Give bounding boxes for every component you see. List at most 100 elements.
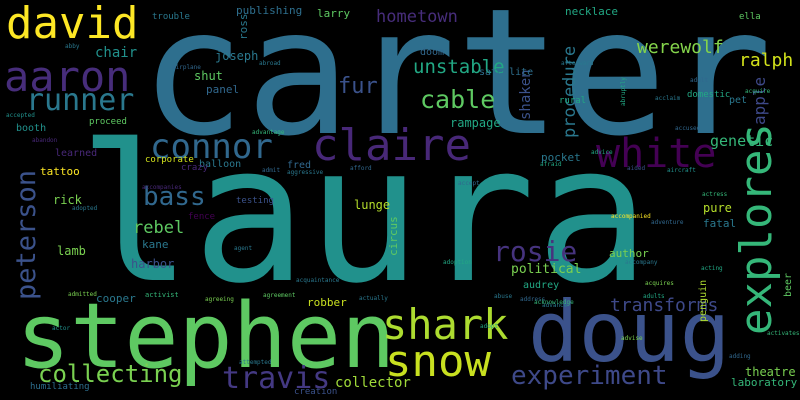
word-pet: pet — [729, 95, 748, 106]
word-advance: advance — [542, 302, 568, 309]
word-lamb: lamb — [57, 244, 86, 258]
word-adopt: adopt — [480, 323, 499, 330]
word-rural: rural — [559, 96, 587, 106]
word-collecting: collecting — [38, 360, 183, 388]
word-abuse: abuse — [494, 293, 513, 300]
word-learned: learned — [55, 148, 98, 159]
word-attempted: attempted — [239, 359, 272, 366]
word-political: political — [511, 262, 582, 277]
word-rosie: rosie — [493, 235, 578, 268]
word-accompany: accompany — [625, 259, 658, 266]
word-larry: larry — [317, 7, 351, 20]
word-agent: agent — [234, 245, 253, 252]
word-experiment: experiment — [511, 361, 668, 391]
word-collector: collector — [335, 375, 411, 391]
word-hometown: hometown — [376, 7, 458, 27]
word-lunge: lunge — [354, 198, 391, 212]
word-accused: accused — [675, 125, 701, 132]
word-fred: fred — [287, 160, 312, 171]
word-claire: claire — [312, 120, 471, 171]
word-accepted: accepted — [6, 112, 35, 119]
word-fence: fence — [188, 212, 216, 222]
word-white: white — [596, 131, 717, 177]
word-transforms: transforms — [610, 295, 719, 316]
word-corporate: corporate — [145, 155, 194, 165]
word-circus: circus — [387, 216, 400, 256]
word-afraid: afraid — [540, 161, 562, 168]
word-advantage: advantage — [252, 129, 285, 136]
word-actor: actor — [52, 325, 71, 332]
word-proceed: proceed — [89, 117, 127, 127]
word-chair: chair — [95, 45, 138, 61]
word-pure: pure — [703, 201, 732, 215]
word-david: david — [6, 0, 139, 49]
word-accept: accept — [458, 180, 480, 187]
word-aided: aided — [627, 165, 646, 172]
word-address: address — [520, 296, 546, 303]
word-shut: shut — [194, 69, 223, 83]
word-adults: adults — [643, 293, 665, 300]
word-bass: bass — [143, 182, 206, 212]
word-cable: cable — [420, 85, 496, 114]
word-afford: afford — [350, 165, 372, 172]
word-runner: runner — [26, 83, 135, 118]
word-theatre: theatre — [745, 365, 796, 379]
word-explores: explores — [731, 123, 782, 335]
word-fur: fur — [338, 74, 378, 99]
word-creation: creation — [294, 387, 338, 397]
word-adopted: adopted — [72, 205, 98, 212]
word-connor: connor — [150, 127, 273, 167]
word-accompanies: accompanies — [142, 184, 182, 191]
word-humiliating: humiliating — [30, 382, 90, 392]
word-aggressive: aggressive — [287, 169, 324, 176]
word-robber: robber — [307, 296, 347, 309]
word-laura: laura — [78, 104, 650, 325]
word-adoption: adoption — [443, 259, 472, 266]
word-adventure: adventure — [651, 219, 684, 226]
word-ella: ella — [739, 12, 761, 22]
word-cooper: cooper — [96, 292, 136, 305]
word-airplane: airplane — [172, 64, 201, 71]
word-abby: abby — [65, 43, 80, 50]
word-kane: kane — [142, 238, 169, 251]
word-ralph: ralph — [739, 50, 794, 71]
word-crazy: crazy — [181, 163, 209, 173]
word-unstable: unstable — [413, 56, 505, 78]
word-rick: rick — [53, 193, 82, 207]
word-joseph: joseph — [215, 49, 259, 63]
word-abandon: abandon — [32, 137, 58, 144]
word-audrey: audrey — [523, 280, 560, 291]
word-agreement: agreement — [263, 292, 296, 299]
word-acquaintance: acquaintance — [296, 277, 340, 284]
word-publishing: publishing — [236, 4, 303, 17]
word-rebel: rebel — [133, 218, 185, 238]
word-apple: apple — [750, 76, 769, 125]
word-afterward: afterward — [561, 60, 594, 67]
word-acquire: acquire — [745, 88, 771, 95]
word-rampage: rampage — [450, 116, 501, 130]
word-stephen: stephen — [16, 284, 396, 389]
word-aircraft: aircraft — [667, 167, 696, 174]
word-doug: doug — [528, 283, 731, 381]
word-acknowledge: acknowledge — [534, 299, 574, 306]
word-agreeing: agreeing — [205, 296, 234, 303]
word-peterson: peterson — [11, 169, 42, 300]
word-acting: acting — [701, 265, 723, 272]
word-adult: adult — [690, 77, 709, 84]
word-carter: carter — [140, 0, 773, 175]
word-actress: actress — [702, 191, 728, 198]
word-werewolf: werewolf — [637, 37, 724, 58]
word-abroad: abroad — [259, 60, 281, 67]
word-admit: admit — [262, 167, 281, 174]
word-aaron: aaron — [4, 52, 131, 101]
word-balloon: balloon — [199, 159, 242, 170]
word-activist: activist — [145, 291, 179, 299]
word-booth: booth — [16, 123, 47, 134]
word-actually: actually — [359, 295, 388, 302]
word-tattoo: tattoo — [40, 165, 80, 178]
word-shark: shark — [382, 300, 509, 349]
word-satellite: satellite — [479, 67, 534, 78]
word-laboratory: laboratory — [731, 376, 798, 389]
word-fatal: fatal — [703, 217, 737, 230]
